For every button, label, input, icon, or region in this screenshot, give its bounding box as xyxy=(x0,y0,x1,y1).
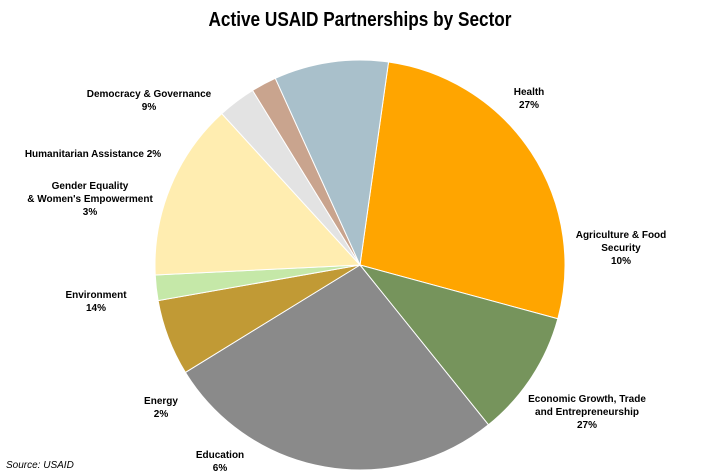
chart-title: Active USAID Partnerships by Sector xyxy=(208,9,512,31)
pie-slice-democracy-governance xyxy=(274,59,390,267)
slice-label-line: Security xyxy=(601,243,641,254)
slice-label-line: Democracy & Governance xyxy=(86,89,212,100)
slice-label-education: Education 6% xyxy=(196,449,244,475)
slice-label-energy: Energy 2% xyxy=(144,395,178,421)
slice-label-line: 27% xyxy=(518,100,539,111)
slice-label-line: Gender Equality xyxy=(51,181,129,192)
pie-slice-environment xyxy=(154,112,362,276)
slice-label-line: Energy xyxy=(144,396,178,407)
slice-label-line: Environment xyxy=(65,290,127,301)
slice-label-line: and Entrepreneurship xyxy=(535,407,639,418)
pie-slices xyxy=(154,59,566,471)
slice-label-line: Humanitarian Assistance 2% xyxy=(24,149,162,160)
slice-label-line: Agriculture & Food xyxy=(575,230,667,241)
pie-slice-health xyxy=(359,61,566,320)
slice-label-line: Economic Growth, Trade xyxy=(528,394,646,405)
slice-label-gender-equality-women-s-empowerment: Gender Equality & Women's Empowerment 3% xyxy=(27,180,153,219)
slice-label-environment: Environment 14% xyxy=(65,289,126,315)
slice-label-democracy-governance: Democracy & Governance 9% xyxy=(87,88,212,114)
slice-label-line: 6% xyxy=(212,463,228,474)
slice-label-line: 3% xyxy=(82,207,98,218)
slice-label-line: Health xyxy=(513,87,545,98)
pie-slice-agriculture-food-security xyxy=(358,264,559,426)
slice-label-line: 10% xyxy=(610,256,631,267)
source-note: Source: USAID xyxy=(6,460,74,471)
slice-label-line: Education xyxy=(195,450,245,461)
slice-label-line: & Women's Empowerment xyxy=(27,194,153,205)
pie-slice-economic-growth-trade-and-entrepreneurship xyxy=(184,264,490,471)
slice-label-health: Health 27% xyxy=(514,86,545,112)
slice-label-humanitarian-assistance: Humanitarian Assistance 2% xyxy=(25,148,161,161)
slice-label-agriculture-food-security: Agriculture & Food Security 10% xyxy=(576,229,667,268)
slice-label-economic-growth-trade-and-entrepreneurship: Economic Growth, Trade and Entrepreneursh… xyxy=(528,393,646,432)
slice-label-line: 9% xyxy=(141,102,157,113)
slice-label-line: 27% xyxy=(576,420,597,431)
slice-label-line: 2% xyxy=(153,409,169,420)
slice-label-line: 14% xyxy=(85,303,106,314)
